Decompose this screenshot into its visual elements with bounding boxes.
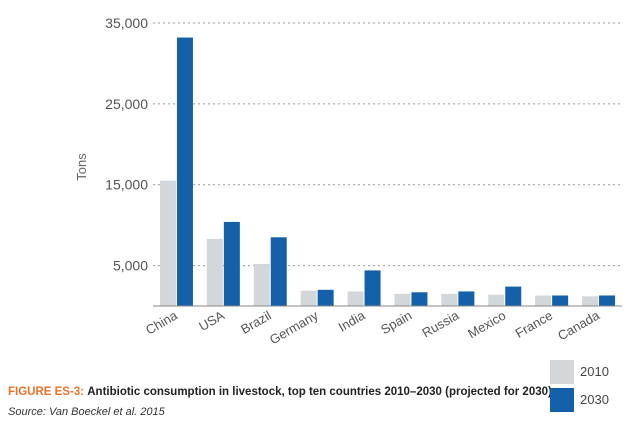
bar-2030 <box>599 295 616 306</box>
x-tick-label: Mexico <box>465 308 508 342</box>
bar-2010 <box>159 180 176 306</box>
source-note: Source: Van Boeckel et al. 2015 <box>8 406 165 418</box>
bar-2030 <box>176 37 193 306</box>
y-tick-label: 25,000 <box>105 96 148 112</box>
bar-2010 <box>394 293 411 306</box>
legend-label-2010: 2010 <box>580 364 609 379</box>
x-tick-label: Russia <box>419 307 462 340</box>
bar-2010 <box>441 293 458 306</box>
bar-2010 <box>582 296 599 306</box>
figure-title: Antibiotic consumption in livestock, top… <box>87 386 552 398</box>
x-tick-label: USA <box>196 307 227 334</box>
x-tick-label: Canada <box>555 307 603 343</box>
bar-2030 <box>458 291 475 306</box>
y-axis-label: Tons <box>74 153 89 181</box>
bar-2030 <box>411 292 428 306</box>
legend-swatch-2030 <box>550 388 574 412</box>
bar-2030 <box>317 289 334 306</box>
legend-item-2010: 2010 <box>550 360 630 384</box>
bar-2030 <box>364 270 381 306</box>
legend-label-2030: 2030 <box>580 392 609 407</box>
figure-label: FIGURE ES-3: <box>8 386 85 398</box>
gridlines <box>153 22 622 267</box>
x-tick-label: France <box>513 308 556 341</box>
legend-swatch-2010 <box>550 360 574 384</box>
y-tick-label: 15,000 <box>105 177 148 193</box>
bar-2010 <box>300 290 317 306</box>
x-tick-label: Germany <box>267 307 321 347</box>
x-tick-label: China <box>143 307 181 337</box>
bar-2010 <box>206 238 223 306</box>
bars <box>159 37 616 306</box>
legend-item-2030: 2030 <box>550 388 630 412</box>
bar-2010 <box>535 295 552 306</box>
bar-2010 <box>347 291 364 306</box>
bar-2010 <box>253 263 270 306</box>
bar-2030 <box>270 237 287 306</box>
figure-caption: FIGURE ES-3: Antibiotic consumption in l… <box>8 386 552 398</box>
x-tick-label: Spain <box>378 308 414 338</box>
bar-2030 <box>552 295 569 306</box>
bar-2010 <box>488 294 505 306</box>
y-tick-label: 5,000 <box>113 258 148 274</box>
bar-2030 <box>505 286 522 306</box>
y-tick-label: 35,000 <box>105 15 148 31</box>
y-tick-labels: 5,000 15,000 25,000 35,000 <box>105 15 148 274</box>
bar-2030 <box>223 221 240 306</box>
x-tick-label: India <box>336 307 369 334</box>
